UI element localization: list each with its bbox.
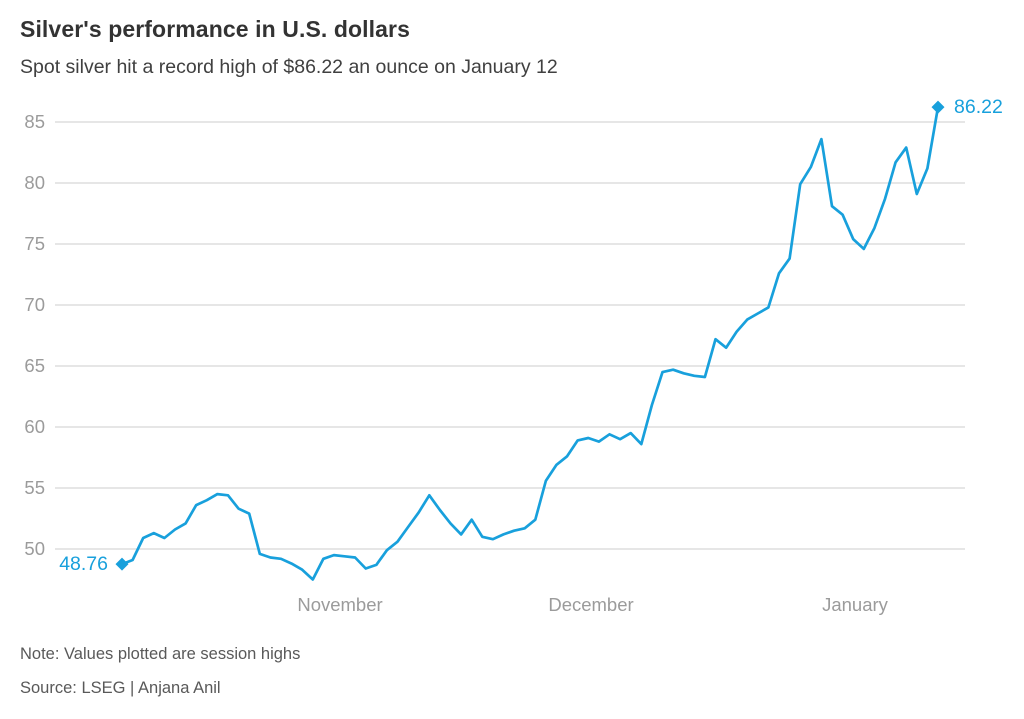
start-point-value-label: 48.76 — [59, 553, 108, 575]
y-tick-label: 80 — [24, 172, 45, 193]
chart-note: Note: Values plotted are session highs — [20, 645, 301, 663]
y-tick-label: 65 — [24, 355, 45, 376]
series-line — [120, 105, 940, 581]
chart-title: Silver's performance in U.S. dollars — [20, 16, 410, 42]
x-tick-label: December — [548, 594, 633, 615]
end-point-value-label: 86.22 — [954, 96, 1003, 118]
x-tick-label: November — [297, 594, 382, 615]
chart-source: Source: LSEG | Anjana Anil — [20, 679, 221, 697]
chart-subtitle: Spot silver hit a record high of $86.22 … — [20, 56, 558, 78]
start-point-marker-icon — [115, 557, 129, 571]
y-tick-label: 60 — [24, 416, 45, 437]
y-tick-label: 55 — [24, 477, 45, 498]
end-point-marker-icon — [931, 100, 945, 114]
y-tick-label: 75 — [24, 233, 45, 254]
y-tick-label: 50 — [24, 538, 45, 559]
silver-price-line-chart: 50 55 60 65 70 75 80 85 November December January 4… — [24, 96, 1003, 615]
x-tick-label: January — [822, 594, 889, 615]
y-tick-label: 85 — [24, 111, 45, 132]
y-tick-label: 70 — [24, 294, 45, 315]
